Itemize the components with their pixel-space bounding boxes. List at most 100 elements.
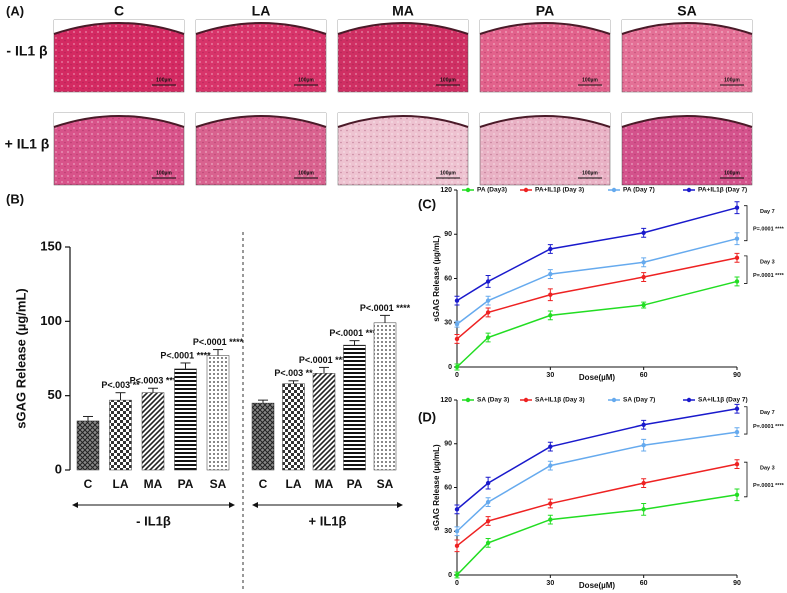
row-label: + IL1 β: [5, 136, 50, 152]
data-point: [485, 335, 491, 340]
bar: [174, 368, 197, 471]
bar: [343, 344, 366, 471]
data-point: [641, 230, 646, 235]
data-point: [641, 274, 646, 280]
y-tick-label: 30: [444, 528, 452, 535]
data-point: [734, 429, 740, 435]
significance-label: P<.0001 ****: [160, 350, 211, 360]
scale-bar-label: 100µm: [156, 77, 172, 83]
y-tick-label: 0: [448, 572, 452, 579]
bracket-text: P=.0001 ****: [753, 483, 785, 489]
series-line: [456, 431, 738, 532]
series-line: [456, 237, 738, 325]
x-tick-label: MA: [144, 477, 163, 491]
y-tick-label: 90: [444, 441, 452, 448]
scale-bar-label: 100µm: [156, 170, 172, 176]
group-label: + IL1β: [309, 513, 347, 528]
column-label: LA: [252, 3, 271, 19]
legend-marker: [465, 397, 471, 403]
x-tick-label: LA: [113, 477, 129, 491]
significance-bracket: [744, 255, 748, 284]
series-line: [456, 257, 738, 340]
data-point: [454, 543, 460, 549]
data-point: [734, 406, 740, 411]
data-point: [548, 313, 553, 318]
data-point: [485, 499, 491, 505]
tissue-edge: [337, 22, 469, 35]
x-tick-label: 0: [455, 372, 459, 379]
data-point: [485, 279, 491, 284]
tissue-edge: [479, 22, 611, 35]
significance-label: P<.0001 ****: [193, 337, 244, 347]
series-line: [456, 408, 738, 510]
tissue-edge: [195, 22, 327, 35]
tissue-background: [480, 20, 610, 34]
data-point: [454, 364, 460, 370]
legend-marker: [523, 397, 529, 403]
significance-label: P<.0001 ****: [299, 355, 350, 365]
histology-texture: [338, 113, 468, 185]
legend-marker: [465, 187, 471, 193]
data-point: [641, 443, 646, 448]
y-axis-label: sGAG Release (µg/mL): [13, 288, 28, 428]
legend-marker: [686, 397, 692, 403]
legend-marker: [611, 187, 617, 193]
tissue-edge: [479, 115, 611, 128]
x-axis-label: Dose(µM): [579, 581, 616, 590]
data-point: [454, 322, 460, 327]
y-axis-label: sGAG Release (µg/mL): [432, 444, 441, 531]
legend-label: SA+IL1β (Day 7): [698, 397, 748, 404]
bracket-label: Day 7: [760, 410, 775, 416]
data-point: [454, 529, 460, 534]
tissue-background: [480, 113, 610, 127]
bracket-label: Day 3: [760, 259, 775, 265]
data-point: [548, 517, 553, 522]
scale-bar-label: 100µm: [298, 77, 314, 83]
x-tick-label: 30: [546, 580, 554, 587]
data-point: [734, 255, 740, 261]
data-point: [485, 540, 491, 546]
x-tick-label: 30: [546, 372, 554, 379]
x-tick-label: MA: [315, 477, 334, 491]
bar: [373, 322, 397, 471]
scale-bar-label: 100µm: [582, 77, 598, 83]
legend-label: SA+IL1β (Day 3): [535, 397, 585, 404]
histology-texture: [480, 20, 610, 92]
column-label: PA: [536, 3, 554, 19]
row-label: - IL1 β: [6, 43, 48, 59]
data-point: [548, 444, 553, 449]
x-tick-label: PA: [347, 477, 363, 491]
x-tick-label: PA: [178, 477, 194, 491]
y-tick-label: 120: [440, 397, 452, 404]
y-tick-label: 0: [448, 364, 452, 371]
bar: [141, 392, 165, 471]
data-point: [454, 336, 460, 342]
legend-label: PA (Day 7): [623, 187, 655, 194]
scale-bar-label: 100µm: [724, 77, 740, 83]
data-point: [485, 298, 491, 303]
scale-bar-label: 100µm: [440, 77, 456, 83]
legend-label: SA (Day 7): [623, 397, 655, 404]
scale-bar-label: 100µm: [582, 170, 598, 176]
y-tick-label: 100: [40, 313, 62, 328]
y-tick-label: 50: [48, 387, 62, 402]
legend-label: PA (Day3): [477, 187, 507, 194]
bar: [109, 399, 132, 471]
histology-texture: [54, 20, 184, 92]
data-point: [734, 279, 740, 284]
histology-texture: [622, 20, 752, 92]
data-point: [485, 310, 491, 315]
data-point: [454, 298, 460, 303]
legend-marker: [686, 187, 692, 193]
y-tick-label: 150: [40, 238, 62, 253]
x-tick-label: SA: [377, 477, 394, 491]
tissue-background: [196, 20, 326, 34]
legend-marker: [523, 187, 529, 193]
data-point: [548, 271, 553, 277]
histology-texture: [338, 20, 468, 92]
column-label: SA: [677, 3, 696, 19]
significance-label: P<.0003 ***: [130, 376, 177, 386]
data-point: [734, 461, 740, 467]
tissue-edge: [337, 115, 469, 128]
